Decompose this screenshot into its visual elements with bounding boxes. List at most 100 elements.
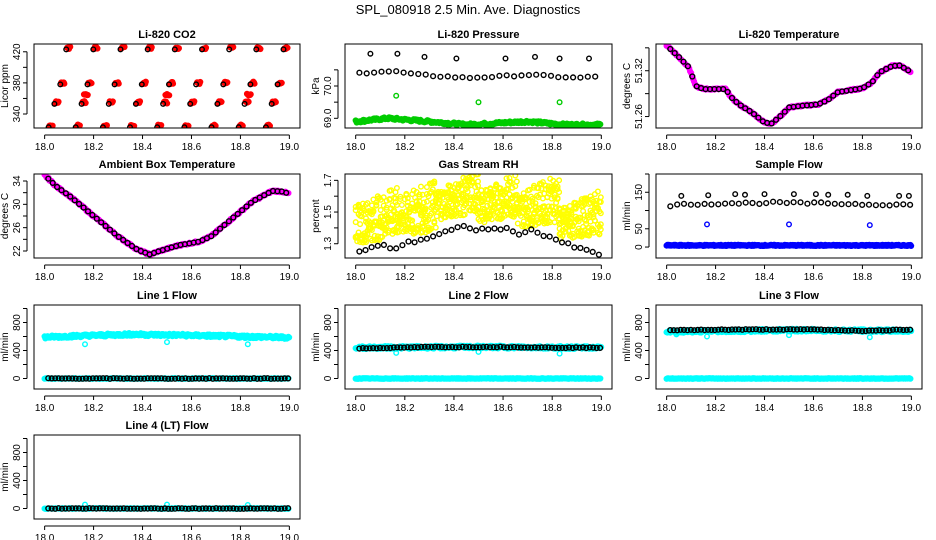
flow-average-point [562, 344, 569, 352]
rh-raw-point [423, 184, 430, 191]
flow-average-point [158, 505, 165, 512]
flow-average-point [72, 505, 79, 512]
flow-average-point [504, 344, 511, 351]
flow-average-point [79, 505, 86, 512]
pressure-outlier-point [394, 50, 401, 57]
co2-raw-point [84, 91, 91, 99]
temperature-average-point [728, 94, 736, 102]
sample-flow-average-point [872, 202, 880, 209]
x-tick-label: 18.0 [346, 403, 366, 414]
chart-title: Li-820 Temperature [739, 29, 840, 41]
rh-raw-point [542, 182, 549, 189]
flow-average-point [418, 343, 425, 351]
y-tick-label: 0 [12, 375, 23, 381]
temperature-average-point [225, 218, 233, 225]
flow-average-point [373, 345, 380, 352]
flow-average-point [168, 505, 175, 512]
co2-average-point [45, 124, 52, 128]
y-tick-label: 30 [12, 198, 23, 210]
rh-raw-point [513, 178, 520, 185]
temperature-average-point [256, 194, 263, 201]
co2-average-point [154, 124, 161, 128]
temperature-average-point [98, 219, 105, 226]
flow-average-point [89, 375, 96, 382]
rh-raw-point [398, 201, 405, 208]
flow-outlier-point [244, 341, 251, 348]
pressure-average-point [437, 73, 444, 80]
flow-average-point [442, 344, 449, 351]
sample-flow-average-point [845, 201, 852, 208]
flow-average-point [55, 505, 62, 512]
sample-flow-average-point [838, 201, 845, 208]
flow-average-point [721, 326, 729, 333]
flow-average-point [497, 343, 504, 350]
flow-average-point [576, 344, 583, 351]
flow-average-point [903, 326, 910, 334]
rh-raw-point [418, 212, 425, 219]
x-tick-label: 19.0 [592, 403, 612, 414]
flow-average-point [725, 326, 732, 334]
y-axis-label: ml/min [622, 201, 633, 230]
flow-average-point [869, 327, 876, 334]
flow-average-point [178, 375, 186, 382]
rh-average-point [503, 224, 510, 232]
flow-average-point [370, 345, 377, 352]
pressure-outlier-point [556, 55, 563, 62]
flow-average-point [356, 345, 363, 352]
flow-average-point [390, 344, 397, 351]
co2-average-point [193, 81, 200, 88]
data-points [45, 44, 291, 128]
temperature-average-point [62, 190, 70, 197]
rh-average-point [546, 233, 553, 240]
flow-average-point [380, 345, 387, 352]
x-tick-label: 18.4 [444, 142, 464, 153]
rh-raw-point [551, 219, 558, 226]
sample-flow-outlier-point [678, 192, 685, 199]
flow-average-point [247, 375, 254, 382]
co2-average-point [132, 100, 139, 107]
flow-average-point [383, 345, 391, 352]
co2-average-point [171, 46, 178, 53]
rh-average-point [509, 228, 517, 235]
flow-average-point [449, 343, 456, 351]
flow-average-point [732, 326, 739, 333]
sample-flow-average-point [783, 199, 790, 207]
flow-average-point [797, 326, 804, 333]
x-tick-label: 18.6 [182, 403, 202, 414]
rh-raw-point [514, 220, 521, 227]
flow-average-point [172, 505, 179, 512]
flow-average-point [766, 326, 773, 333]
flow-average-point [535, 344, 542, 351]
pressure-average-point [569, 74, 577, 81]
rh-average-point [454, 224, 461, 231]
flow-average-point [835, 326, 842, 334]
flow-average-point [130, 375, 138, 382]
x-tick-label: 18.6 [493, 272, 513, 283]
flow-average-point [811, 326, 818, 333]
rh-average-point [393, 245, 400, 252]
rh-raw-point [597, 198, 604, 205]
x-tick-label: 18.6 [493, 403, 513, 414]
flow-average-point [264, 375, 271, 382]
sample-flow-average-point [763, 200, 770, 207]
flow-average-point [814, 326, 821, 333]
co2-average-point [214, 100, 221, 107]
rh-average-point [356, 248, 363, 255]
rh-raw-point [529, 220, 536, 227]
x-tick-label: 18.0 [346, 272, 366, 283]
rh-average-point [577, 244, 584, 252]
sample-flow-average-point [811, 199, 818, 206]
rh-raw-point [539, 179, 546, 186]
y-tick-label: 340 [12, 105, 23, 122]
flow-outlier-point [556, 350, 563, 357]
temperature-average-point [120, 236, 127, 244]
flow-average-point [906, 326, 914, 333]
temperature-average-point [689, 73, 696, 80]
flow-average-point [141, 505, 148, 512]
temperature-average-point [115, 233, 122, 241]
flow-average-point [411, 344, 418, 351]
rh-raw-point [416, 191, 423, 198]
flow-average-point [96, 375, 103, 382]
flow-average-point [552, 344, 559, 352]
